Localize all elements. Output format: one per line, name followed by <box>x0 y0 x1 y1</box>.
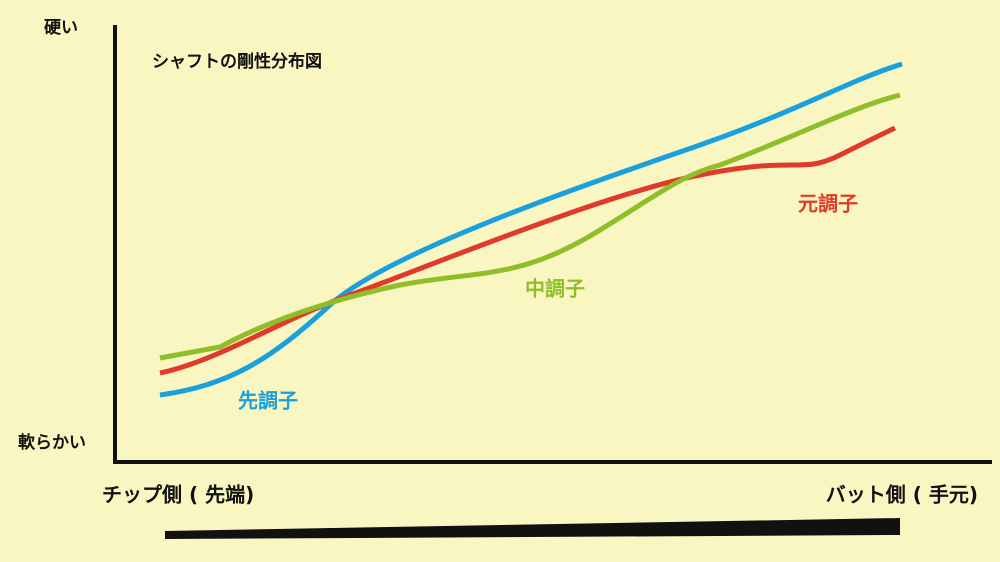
tip-curve <box>159 61 903 398</box>
butt-curve <box>159 125 897 376</box>
y-top-label: 硬い <box>44 18 78 38</box>
mid-curve <box>159 92 901 361</box>
title: シャフトの剛性分布図 <box>152 51 322 72</box>
x-right-label: バット側 ( 手元) <box>826 483 978 507</box>
mid-label: 中調子 <box>525 277 585 301</box>
butt-label: 元調子 <box>798 192 858 216</box>
tip-label: 先調子 <box>238 389 298 413</box>
y-bottom-label: 軟らかい <box>18 432 86 453</box>
thickness-wedge <box>165 518 900 539</box>
x-left-label: チップ側 ( 先端) <box>102 483 254 507</box>
